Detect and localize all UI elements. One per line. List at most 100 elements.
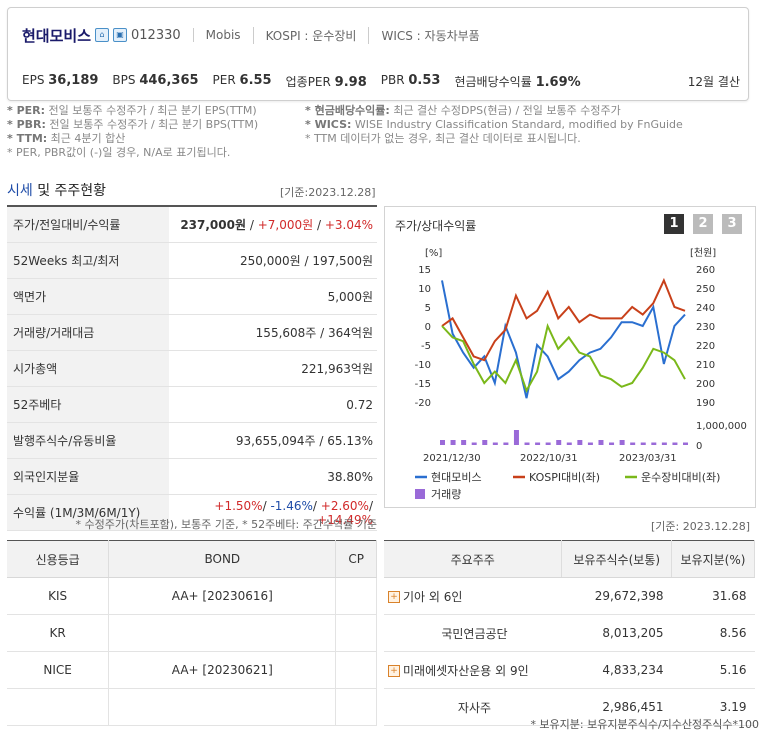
volume-bar — [482, 440, 488, 445]
metric-label: PER — [212, 73, 240, 87]
value-part: / — [246, 218, 258, 232]
volume-bar — [619, 440, 625, 445]
value-part: 155,608주 / 364억원 — [255, 326, 373, 340]
note-key: * 현금배당수익률: — [305, 104, 390, 117]
y-right-tick: 230 — [696, 322, 715, 333]
volume-bar — [492, 442, 498, 445]
volume-bar — [587, 442, 593, 445]
volume-bar — [640, 442, 646, 445]
value-part: 0.72 — [346, 397, 373, 412]
credit-row: KR — [7, 614, 377, 652]
company-summary-panel: 현대모비스 ⌂ ▣ 012330 Mobis KOSPI : 운수장비 WICS… — [7, 7, 749, 101]
note-text: 전일 보통주 수정주가 / 최근 분기 BPS(TTM) — [45, 118, 259, 131]
holder-pct: 8.56 — [671, 614, 755, 652]
holder-pct: 31.68 — [671, 577, 755, 615]
expand-plus-icon[interactable]: + — [388, 591, 400, 603]
chart-page-button-1[interactable]: 1 — [664, 214, 684, 234]
credit-cell — [7, 688, 110, 726]
company-title-line: 현대모비스 ⌂ ▣ 012330 Mobis KOSPI : 운수장비 WICS… — [22, 25, 480, 45]
holder-row: 국민연금공단 8,013,205 8.56 — [384, 614, 755, 652]
holders-header: 주요주주 — [384, 540, 563, 578]
metric-0: EPS 36,189 — [22, 73, 98, 90]
note-line: * TTM: 최근 4분기 합산 — [7, 132, 258, 146]
credit-header: CP — [335, 540, 377, 578]
holder-shares: 4,833,234 — [561, 651, 672, 689]
value-part: / — [313, 218, 325, 232]
note-line: * WICS: WISE Industry Classification Sta… — [305, 118, 683, 132]
note-key: * PBR: — [7, 118, 46, 131]
chart-title: 주가/상대수익률 — [395, 219, 477, 233]
series-line-1 — [441, 277, 686, 362]
value-part: 221,963억원 — [301, 362, 373, 376]
holders-footnote: * 보유지분: 보유지분주식수/지수산정주식수*100 — [530, 718, 759, 731]
volume-tick-max: 1,000,000 — [696, 421, 747, 432]
quote-row: 52Weeks 최고/최저 250,000원 / 197,500원 — [7, 242, 377, 279]
volume-bar — [440, 440, 445, 445]
x-tick: 2021/12/30 — [423, 453, 481, 464]
metric-label: 업종PER — [285, 75, 335, 89]
holder-name-text[interactable]: 기아 외 6인 — [403, 589, 463, 604]
quote-label: 주가/전일대비/수익률 — [7, 206, 169, 243]
note-text: 최근 결산 수정DPS(현금) / 전일 보통주 수정주가 — [389, 104, 621, 117]
quote-value: 155,608주 / 364억원 — [169, 314, 377, 351]
building-icon[interactable]: ▣ — [113, 28, 128, 42]
y-right-tick: 210 — [696, 360, 715, 371]
credit-cell: KIS — [7, 577, 110, 615]
note-text: 전일 보통주 수정주가 / 최근 분기 EPS(TTM) — [45, 104, 257, 117]
quote-label: 액면가 — [7, 278, 169, 315]
metric-label: BPS — [112, 73, 140, 87]
holder-row: 자사주 2,986,451 3.19 — [384, 688, 755, 726]
quote-value: 93,655,094주 / 65.13% — [169, 422, 377, 459]
note-key: * TTM: — [7, 132, 48, 145]
chart-page-button-2[interactable]: 2 — [693, 214, 713, 234]
value-part: 5,000원 — [327, 290, 373, 304]
volume-bar — [683, 442, 688, 445]
section-title: 시세 및 주주현황 — [7, 183, 107, 199]
quote-label: 거래량/거래대금 — [7, 314, 169, 351]
chart-page-button-3[interactable]: 3 — [722, 214, 742, 234]
expand-plus-icon[interactable]: + — [388, 665, 400, 677]
credit-cell — [335, 688, 377, 726]
value-part: +3.04% — [324, 218, 373, 232]
quote-row: 발행주식수/유동비율 93,655,094주 / 65.13% — [7, 422, 377, 459]
volume-bar — [471, 442, 477, 445]
quote-value: 250,000원 / 197,500원 — [169, 242, 377, 279]
quote-value: 221,963억원 — [169, 350, 377, 387]
quote-footnote: * 수정주가(차트포함), 보통주 기준, * 52주베타: 주간수익률 기준 — [75, 518, 377, 531]
note-key: * PER: — [7, 104, 46, 117]
metric-value: 6.55 — [239, 73, 272, 88]
metric-value: 0.53 — [408, 73, 441, 88]
quote-value: +1.50%/ -1.46%/ +2.60%/ +14.49% — [169, 494, 377, 531]
y-right-tick: 240 — [696, 303, 715, 314]
value-part: -1.46% — [270, 498, 313, 513]
metric-2: PER 6.55 — [213, 73, 272, 90]
chart-svg: [%] [천원] 15 10 5 0 -5 -10 -15 -20 260 250 240 230 220 2… — [415, 247, 747, 501]
quote-label: 수익률 (1M/3M/6M/1Y) — [7, 494, 169, 531]
valuation-metrics: EPS 36,189 BPS 446,365 PER 6.55 업종PER 9.98 P… — [22, 73, 742, 90]
legend-label: KOSPI대비(좌) — [529, 471, 600, 484]
holders-ref-date: [기준: 2023.12.28] — [651, 520, 751, 533]
holder-name: + 기아 외 6인 — [384, 577, 562, 615]
home-icon[interactable]: ⌂ — [95, 28, 110, 42]
metric-label: 현금배당수익률 — [454, 75, 536, 89]
value-part: +1.50% — [214, 498, 263, 513]
company-name[interactable]: 현대모비스 — [22, 26, 92, 45]
credit-row: NICE AA+ [20230621] — [7, 651, 377, 689]
legend-label: 현대모비스 — [431, 471, 482, 484]
metric-value: 9.98 — [334, 75, 367, 90]
metric-1: BPS 446,365 — [112, 73, 198, 90]
quote-value: 237,000원 / +7,000원 / +3.04% — [169, 206, 377, 243]
quote-table: 주가/전일대비/수익률 237,000원 / +7,000원 / +3.04% 52… — [7, 205, 377, 531]
series-line-0 — [441, 280, 686, 399]
volume-bar — [651, 442, 657, 445]
quote-row: 시가총액 221,963억원 — [7, 350, 377, 387]
holder-name-text[interactable]: 미래에셋자산운용 외 9인 — [403, 663, 529, 678]
quote-ref-date: [기준:2023.12.28] — [280, 186, 376, 199]
quote-row: 거래량/거래대금 155,608주 / 364억원 — [7, 314, 377, 351]
credit-row — [7, 688, 377, 726]
note-text: * PER, PBR값이 (-)일 경우, N/A로 표기됩니다. — [7, 146, 231, 159]
holders-header: 보유주식수(보통) — [561, 540, 672, 578]
y-left-tick: 0 — [425, 322, 431, 333]
value-part: 38.80% — [327, 469, 373, 484]
